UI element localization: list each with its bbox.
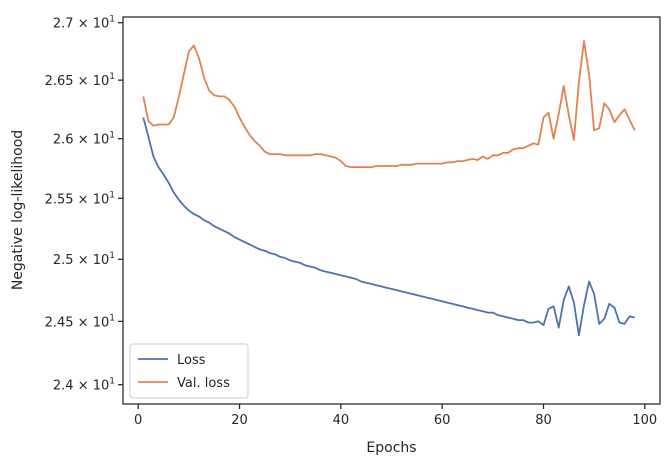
y-axis-label: Negative log-likelihood <box>10 130 26 290</box>
y-tick-label: 2.6 × 101 <box>53 131 115 148</box>
x-axis-label: Epochs <box>366 440 416 456</box>
series-line-loss <box>142 117 635 337</box>
x-tick-label: 80 <box>535 413 552 428</box>
series-line-val-loss <box>142 40 636 169</box>
x-tick-label: 100 <box>632 413 657 428</box>
x-tick-label: 40 <box>333 413 350 428</box>
y-tick-label: 2.45 × 101 <box>45 313 115 330</box>
x-tick-label: 0 <box>134 413 142 428</box>
y-tick-label: 2.5 × 101 <box>53 251 115 268</box>
y-tick-label: 2.65 × 101 <box>45 72 115 89</box>
y-tick-label: 2.7 × 101 <box>53 15 115 32</box>
axes-frame <box>122 16 661 405</box>
plot-content <box>142 40 636 337</box>
legend-label-val-loss: Val. loss <box>177 376 230 391</box>
x-axis: 0 20 40 60 80 100 <box>134 404 657 428</box>
x-tick-label: 20 <box>231 413 248 428</box>
y-tick-label: 2.55 × 101 <box>45 190 115 207</box>
x-tick-label: 60 <box>434 413 451 428</box>
legend-label-loss: Loss <box>177 353 206 368</box>
legend: Loss Val. loss <box>129 343 249 399</box>
legend-box <box>129 343 249 399</box>
y-axis: 2.4 × 101 2.45 × 101 2.5 × 101 2.55 × 101 2.… <box>45 15 123 394</box>
y-tick-label: 2.4 × 101 <box>53 377 115 394</box>
